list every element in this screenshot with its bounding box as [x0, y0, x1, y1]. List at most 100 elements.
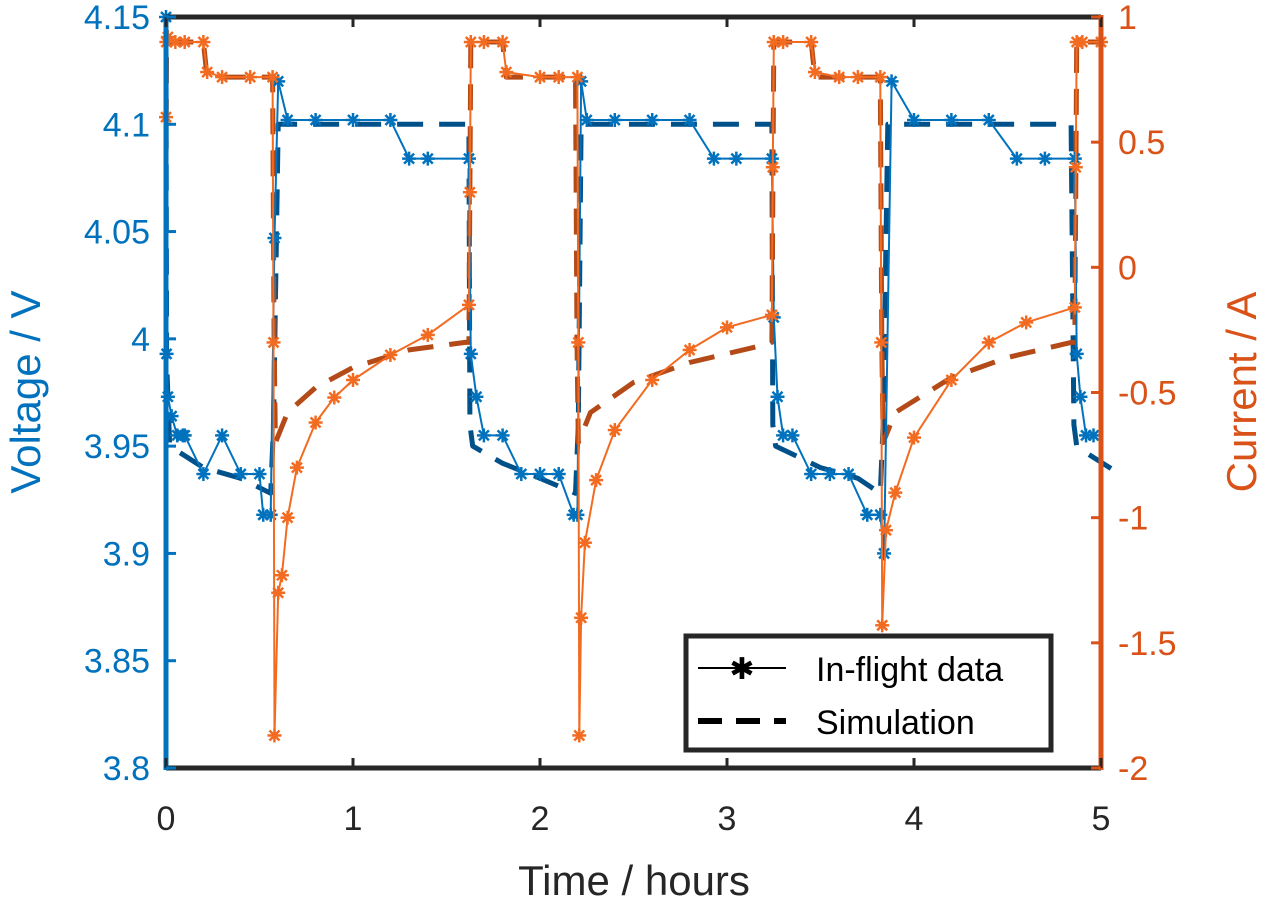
current-in-flight-data-point: [875, 618, 890, 633]
current-in-flight-data-point: [874, 335, 889, 350]
legend: ✱ In-flight data Simulation: [683, 633, 1054, 753]
voltage-in-flight-data-point: [1086, 428, 1101, 443]
voltage-in-flight-data-point: [383, 112, 398, 127]
current-in-flight-data-point: [574, 610, 589, 625]
current-in-flight-data-point: [463, 35, 478, 50]
current-in-flight-data-point: [572, 728, 587, 743]
voltage-in-flight-data-point: [177, 428, 192, 443]
current-in-flight-data-point: [327, 390, 342, 405]
voltage-in-flight-data-point: [822, 467, 837, 482]
right-y-tick-label: -0.5: [1118, 375, 1177, 413]
right-y-tick-label: -2: [1118, 750, 1148, 788]
current-in-flight-data-point: [645, 372, 660, 387]
voltage-in-flight-data-point: [215, 428, 230, 443]
voltage-in-flight-data-point: [907, 112, 921, 127]
current-in-flight-data-point: [476, 35, 491, 50]
left-y-tick-label: 3.95: [84, 428, 150, 466]
voltage-in-flight-data-point: [981, 112, 996, 127]
current-in-flight-data-point: [462, 185, 477, 200]
current-in-flight-data-point: [383, 347, 398, 362]
current-in-flight-data-point: [280, 510, 295, 525]
voltage-in-flight-data-point: [1073, 389, 1088, 404]
current-in-flight-data-point: [907, 430, 921, 445]
voltage-in-flight-data-point: [884, 74, 899, 89]
right-y-axis-title: Current / A: [1218, 292, 1262, 493]
current-in-flight-data-point: [267, 728, 282, 743]
voltage-in-flight-data-point: [469, 389, 484, 404]
right-y-tick-label: 0.5: [1118, 124, 1165, 162]
current-in-flight-data-point: [577, 535, 592, 550]
voltage-in-flight-data-point: [607, 112, 622, 127]
current-in-flight-data-point: [981, 335, 996, 350]
voltage-in-flight-data-point: [729, 151, 744, 166]
current-in-flight-data-point: [570, 70, 585, 85]
current-in-flight-data-point: [888, 485, 903, 500]
current-in-flight-data-point: [200, 65, 215, 80]
current-in-flight-data-point: [850, 70, 865, 85]
current-in-flight-data-point: [766, 35, 781, 50]
current-in-flight-data-point: [177, 35, 192, 50]
voltage-in-flight-data-point: [533, 467, 547, 482]
current-in-flight-data-point: [308, 415, 323, 430]
left-y-tick-label: 4.1: [103, 106, 150, 144]
x-tick-label: 3: [718, 800, 737, 838]
left-y-tick-label: 3.85: [84, 643, 150, 681]
voltage-in-flight-data-point: [514, 467, 529, 482]
voltage-in-flight-data-point: [1009, 151, 1024, 166]
current-in-flight-data-point: [720, 320, 734, 335]
current-in-flight-data-point: [776, 35, 791, 50]
voltage-in-flight-data-point: [280, 112, 295, 127]
current-in-flight-data-point: [1068, 160, 1083, 175]
voltage-in-flight-data-point: [420, 151, 435, 166]
left-y-tick-label: 4: [131, 321, 150, 359]
right-y-tick-label: -1.5: [1118, 625, 1177, 663]
x-tick-label: 5: [1092, 800, 1111, 838]
voltage-in-flight-data-point: [196, 467, 211, 482]
current-in-flight-data-point: [765, 160, 780, 175]
x-tick-label: 1: [344, 800, 363, 838]
x-tick-label: 0: [157, 800, 176, 838]
current-in-flight-data-point: [495, 35, 510, 50]
voltage-in-flight-data-point: [551, 467, 566, 482]
x-tick-label: 4: [905, 800, 924, 838]
voltage-in-flight-data-point: [461, 151, 476, 166]
voltage-in-flight-data-point: [944, 112, 959, 127]
current-in-flight-data-point: [243, 70, 258, 85]
voltage-in-flight-data-point: [860, 507, 875, 522]
current-in-flight-data-point: [271, 585, 286, 600]
current-in-flight-data-point: [265, 70, 280, 85]
current-in-flight-data-point: [533, 70, 547, 85]
legend-box: [683, 633, 1054, 753]
left-y-tick-label: 3.9: [103, 535, 150, 573]
right-y-tick-label: 0: [1118, 249, 1137, 287]
current-in-flight-data-point: [551, 70, 566, 85]
voltage-in-flight-data-point: [645, 112, 660, 127]
current-in-flight-data-point: [1019, 315, 1034, 330]
current-in-flight-data-point: [266, 335, 281, 350]
current-in-flight-data-point: [215, 70, 230, 85]
current-in-flight-data-point: [1067, 300, 1082, 315]
voltage-in-flight-data-point: [1037, 151, 1052, 166]
current-in-flight-data-point: [607, 423, 622, 438]
voltage-in-flight-data-point: [346, 112, 360, 127]
voltage-in-flight-data-point: [570, 507, 585, 522]
current-in-flight-data-point: [764, 307, 779, 322]
x-axis-title: Time / hours: [518, 857, 750, 900]
right-y-tick-label: -1: [1118, 500, 1148, 538]
ticks-layer: 0 1 2 3 4 5 3.8 3.85 3.9 3.95 4 4.05 4.1 4.15 -2 -1.5 -1…: [84, 0, 1177, 838]
current-in-flight-data-point: [944, 372, 959, 387]
current-in-flight-data-point: [289, 460, 304, 475]
voltage-in-flight-data-point: [402, 151, 417, 166]
current-in-flight-data-point: [571, 335, 586, 350]
current-in-flight-data-point: [804, 35, 819, 50]
current-in-flight-data-point: [274, 568, 289, 583]
x-tick-label: 2: [531, 800, 550, 838]
current-in-flight-data-point: [346, 372, 360, 387]
current-in-flight-data-point: [873, 70, 888, 85]
current-in-flight-data-point: [461, 297, 476, 312]
current-in-flight-data-point: [499, 65, 514, 80]
left-y-tick-label: 3.8: [103, 750, 150, 788]
voltage-in-flight-data-point: [579, 112, 594, 127]
current-in-flight-data-point: [1075, 35, 1090, 50]
